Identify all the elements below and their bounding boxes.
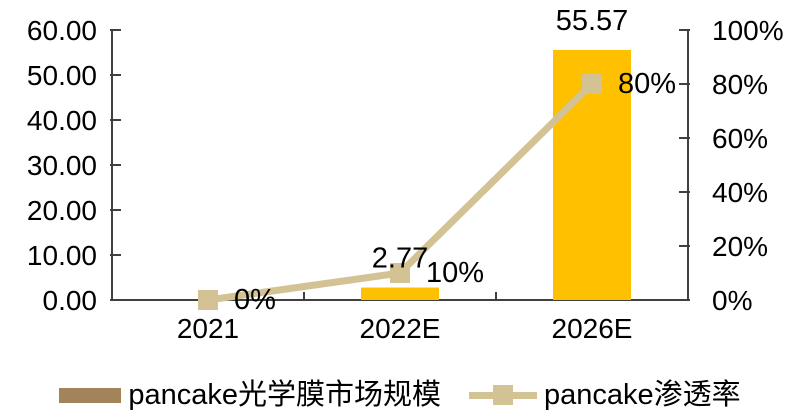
left-axis-tick-label: 40.00	[27, 105, 97, 136]
right-axis-tick-label: 20%	[712, 231, 768, 262]
line-marker-2021	[198, 290, 218, 310]
left-axis-tick-label: 0.00	[43, 285, 98, 316]
right-axis-tick-label: 40%	[712, 177, 768, 208]
left-axis-tick-label: 30.00	[27, 150, 97, 181]
line-data-label: 0%	[234, 284, 276, 316]
bar-series-legend-label: pancake光学膜市场规模	[128, 378, 441, 411]
bar-data-label: 2.77	[372, 243, 428, 275]
left-axis-tick-label: 60.00	[27, 15, 97, 46]
right-axis-tick-label: 100%	[712, 15, 784, 46]
right-axis-tick-label: 0%	[712, 285, 752, 316]
line-swatch-marker-icon	[493, 385, 513, 405]
right-axis-tick-label: 60%	[712, 123, 768, 154]
left-axis-tick-label: 50.00	[27, 60, 97, 91]
line-marker-2022E	[390, 263, 410, 283]
line-data-label: 10%	[426, 257, 484, 289]
bar-data-label: 55.57	[556, 5, 629, 37]
line-data-label: 80%	[618, 68, 676, 100]
line-series-swatch-icon	[469, 384, 537, 406]
line-marker-2026E	[582, 74, 602, 94]
x-axis-category-label: 2021	[177, 313, 239, 344]
bar-series-swatch-icon	[59, 387, 122, 403]
legend-item-line-series: pancake渗透率	[469, 378, 741, 411]
chart-legend: pancake光学膜市场规模 pancake渗透率	[0, 374, 800, 416]
right-axis-tick-label: 80%	[712, 69, 768, 100]
left-axis-tick-label: 20.00	[27, 195, 97, 226]
bar-2022E	[361, 287, 439, 300]
line-series-legend-label: pancake渗透率	[544, 378, 741, 411]
legend-item-bar-series: pancake光学膜市场规模	[59, 378, 441, 411]
left-axis-tick-label: 10.00	[27, 240, 97, 271]
x-axis-category-label: 2026E	[552, 313, 633, 344]
x-axis-category-label: 2022E	[360, 313, 441, 344]
